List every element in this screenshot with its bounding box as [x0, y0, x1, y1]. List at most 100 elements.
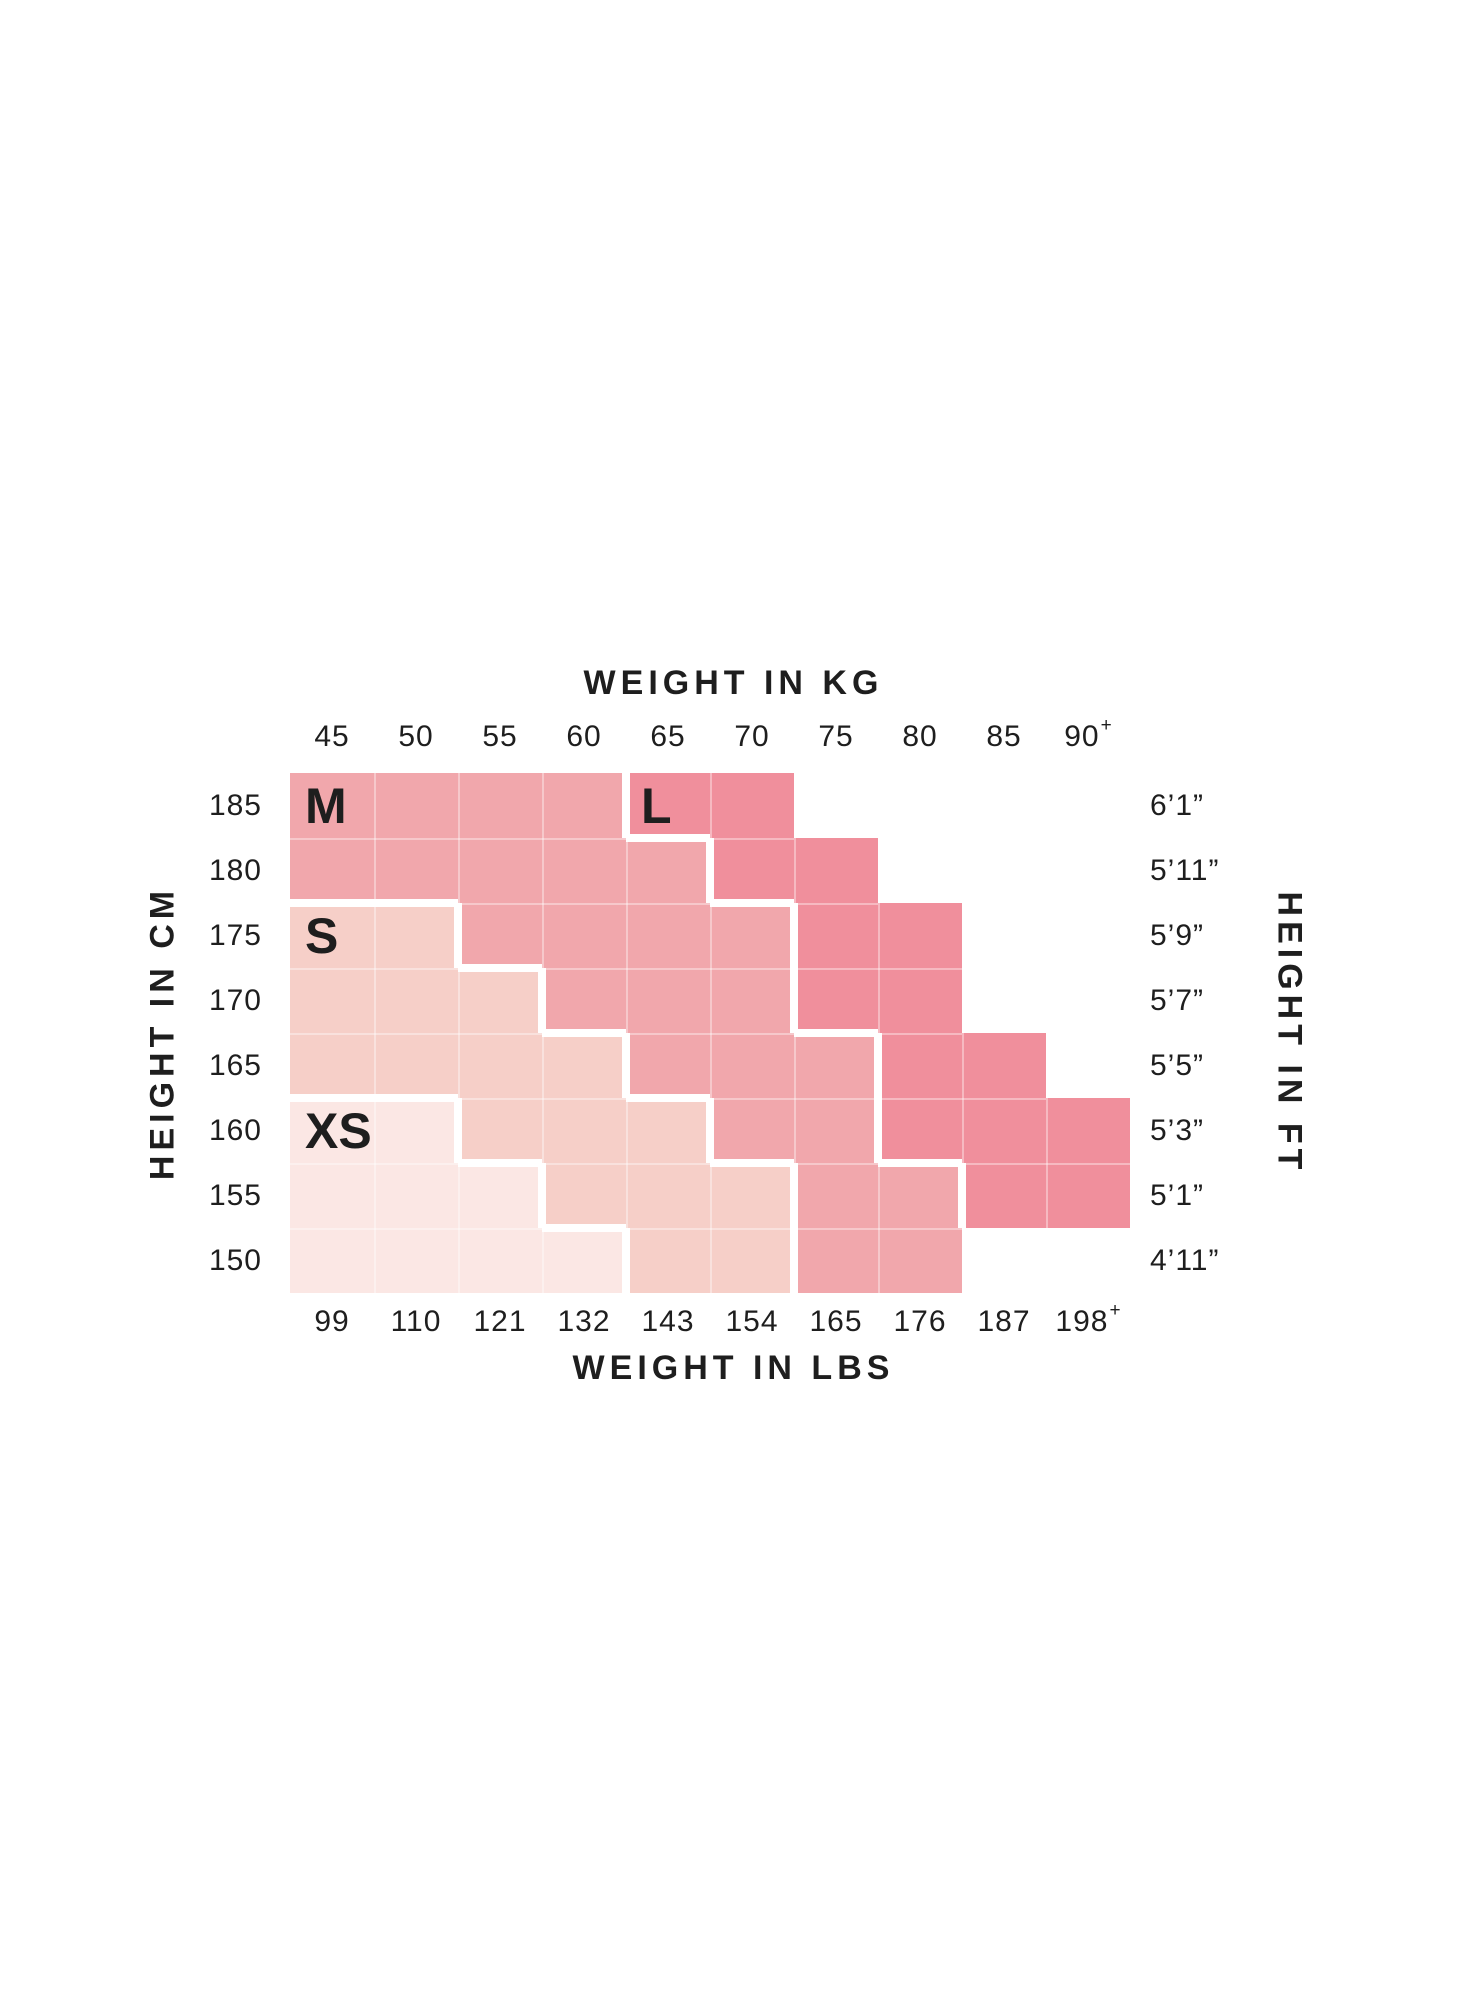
ft-tick: 5’9”: [1150, 918, 1205, 952]
kg-tick-plus: +: [1100, 715, 1112, 736]
lbs-tick-value: 99: [314, 1305, 350, 1338]
lbs-tick: 143: [626, 1294, 710, 1350]
grid-cell-l: [878, 968, 962, 1033]
grid-cell-s: [626, 1163, 710, 1228]
grid-cell-m: [794, 1098, 874, 1163]
grid-cell-m: [374, 838, 458, 899]
grid-cell-s: [458, 1033, 542, 1098]
kg-tick: 65: [626, 709, 710, 765]
cm-tick: 165: [208, 1048, 262, 1082]
kg-tick: 50: [374, 709, 458, 765]
grid-cell-m: [542, 773, 622, 838]
cm-tick: 150: [208, 1243, 262, 1277]
grid-cell-xs: [290, 1102, 374, 1163]
grid-cell-s: [710, 1228, 790, 1293]
grid-cell-m: [714, 1098, 794, 1159]
ft-tick: 4’11”: [1150, 1243, 1220, 1277]
grid-cell-l: [710, 773, 794, 838]
kg-tick: 60: [542, 709, 626, 765]
grid-cell-l: [1046, 1098, 1130, 1163]
grid-cell-s: [630, 1228, 710, 1293]
lbs-tick: 132: [542, 1294, 626, 1350]
grid-cell-s: [374, 968, 458, 1033]
grid-cell-l: [882, 1098, 962, 1159]
cm-tick: 185: [208, 788, 262, 822]
lbs-tick: 187: [962, 1294, 1046, 1350]
grid-cell-l: [798, 968, 878, 1029]
cm-axis-title: HEIGHT IN CM: [143, 885, 182, 1181]
lbs-tick: 121: [458, 1294, 542, 1350]
grid-cell-m: [458, 773, 542, 838]
grid-cell-s: [290, 907, 374, 968]
kg-tick: 55: [458, 709, 542, 765]
grid-cell-s: [542, 1098, 626, 1163]
grid-cell-m: [626, 842, 706, 903]
size-label-xs: XS: [305, 1102, 372, 1159]
grid-cell-l: [966, 1163, 1046, 1228]
grid-cell-xs: [458, 1228, 542, 1293]
grid-cell-xs: [290, 1228, 374, 1293]
grid-cell-l: [962, 1098, 1046, 1163]
grid-cell-m: [626, 968, 710, 1033]
grid-cell-l: [1046, 1163, 1130, 1228]
ft-tick: 5’5”: [1150, 1048, 1205, 1082]
kg-tick-value: 90: [1064, 720, 1100, 753]
ft-axis-title: HEIGHT IN FT: [1270, 891, 1309, 1175]
cm-tick: 155: [208, 1178, 262, 1212]
kg-axis-title: WEIGHT IN KG: [583, 664, 884, 702]
grid-cell-xs: [374, 1102, 454, 1163]
kg-tick: 85: [962, 709, 1046, 765]
grid-cell-xs: [374, 1163, 458, 1228]
lbs-tick: 176: [878, 1294, 962, 1350]
grid-cell-m: [710, 1033, 794, 1098]
grid-cell-xs: [290, 1163, 374, 1228]
lbs-tick-value: 198: [1055, 1305, 1109, 1338]
kg-tick-value: 50: [398, 720, 434, 753]
grid-cell-m: [546, 968, 626, 1029]
kg-tick-value: 55: [482, 720, 518, 753]
kg-tick: 45: [290, 709, 374, 765]
grid-cell-m: [626, 903, 710, 968]
grid-cell-s: [290, 968, 374, 1033]
lbs-tick-value: 154: [725, 1305, 779, 1338]
grid-cell-m: [710, 907, 790, 968]
grid-cell-m: [458, 838, 542, 903]
grid-cell-l: [878, 903, 962, 968]
grid-cell-s: [374, 907, 454, 968]
ft-tick: 5’1”: [1150, 1178, 1205, 1212]
lbs-tick-value: 176: [893, 1305, 947, 1338]
lbs-axis-title: WEIGHT IN LBS: [572, 1349, 895, 1387]
kg-tick-value: 45: [314, 720, 350, 753]
kg-tick-value: 80: [902, 720, 938, 753]
lbs-tick-plus: +: [1109, 1300, 1121, 1321]
lbs-tick: 165: [794, 1294, 878, 1350]
grid-cell-l: [882, 1033, 962, 1098]
kg-tick-value: 70: [734, 720, 770, 753]
grid-cell-s: [462, 1098, 542, 1159]
grid-cell-m: [542, 838, 626, 903]
kg-tick-value: 65: [650, 720, 686, 753]
grid-cell-m: [290, 773, 374, 838]
kg-tick: 90 +: [1046, 709, 1130, 765]
grid-cell-l: [794, 838, 878, 903]
lbs-tick: 198 +: [1046, 1294, 1130, 1350]
size-label-l: L: [641, 777, 672, 834]
grid-cell-m: [878, 1228, 962, 1293]
grid-cell-m: [878, 1167, 958, 1228]
grid-cell-l: [714, 838, 794, 899]
grid-cell-m: [794, 1037, 874, 1098]
size-label-m: M: [305, 777, 347, 834]
ft-tick: 5’7”: [1150, 983, 1205, 1017]
cm-tick: 175: [208, 918, 262, 952]
grid-cell-s: [458, 972, 538, 1033]
grid-cell-l: [962, 1033, 1046, 1098]
grid-cell-m: [290, 838, 374, 899]
cm-tick: 180: [208, 853, 262, 887]
grid-cell-l: [798, 903, 878, 968]
grid-cell-s: [626, 1102, 706, 1163]
kg-tick-value: 85: [986, 720, 1022, 753]
kg-tick-value: 60: [566, 720, 602, 753]
grid-cell-xs: [458, 1167, 538, 1228]
lbs-tick-value: 110: [390, 1305, 442, 1338]
lbs-tick-value: 132: [557, 1305, 611, 1338]
